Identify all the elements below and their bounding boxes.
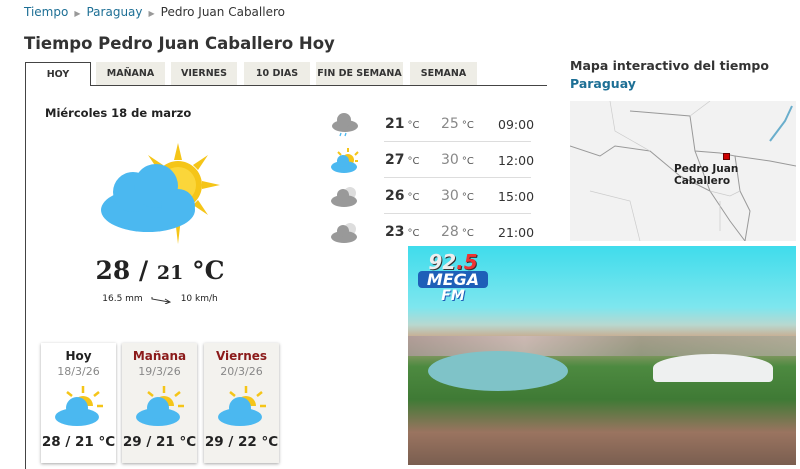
divider [384, 141, 531, 142]
max-temp: 28 [95, 256, 131, 285]
wind-speed: 10 km/h [180, 294, 218, 304]
divider [384, 177, 531, 178]
today-date: Miércoles 18 de marzo [45, 106, 192, 120]
divider [91, 85, 547, 86]
sun-cloud-icon [101, 143, 220, 244]
stadium [653, 354, 773, 382]
rain-cloud-icon [332, 113, 358, 137]
tab-manana[interactable]: MAÑANA [96, 62, 165, 85]
breadcrumb: Tiempo ▶ Paraguay ▶ Pedro Juan Caballero [24, 5, 285, 19]
chevron-right-icon: ▶ [148, 9, 155, 18]
day-card-manana[interactable]: Mañana 19/3/26 29 / 21 °C [122, 343, 197, 463]
cloud-icon [331, 187, 357, 207]
hourly-row: 23 °C 28 °C 21:00 [330, 214, 535, 250]
breadcrumb-current: Pedro Juan Caballero [160, 5, 285, 19]
city-marker[interactable] [723, 153, 730, 160]
divider [25, 85, 26, 469]
day-date: 19/3/26 [138, 365, 181, 378]
map-country-link[interactable]: Paraguay [570, 76, 636, 91]
tab-hoy[interactable]: HOY [25, 62, 91, 86]
mega-fm-logo: 92.5 MEGA FM [418, 252, 488, 310]
map-city-label: Pedro Juan Caballero [674, 163, 739, 187]
hourly-row: 26 °C 30 °C 15:00 [330, 178, 535, 214]
cloud-icon [331, 223, 357, 243]
unit: °C [192, 256, 225, 285]
chevron-right-icon: ▶ [74, 9, 81, 18]
breadcrumb-tiempo[interactable]: Tiempo [24, 5, 69, 19]
day-name: Mañana [132, 349, 187, 363]
min-temp: 21 [156, 262, 184, 284]
tab-semana[interactable]: SEMANA [410, 62, 477, 85]
advertisement-photo[interactable]: 92.5 MEGA FM [408, 246, 796, 465]
day-temps: 29 / 21 °C [122, 434, 197, 450]
day-name: Hoy [65, 349, 92, 363]
sun-cloud-icon [217, 386, 266, 426]
hourly-temp: 26 °C [385, 188, 420, 204]
interactive-map[interactable]: Pedro Juan Caballero [570, 101, 796, 241]
hourly-time: 12:00 [498, 152, 535, 168]
separator: / [139, 256, 149, 285]
hourly-feels: 30 °C [441, 152, 474, 168]
hourly-feels: 28 °C [441, 224, 474, 240]
lake [428, 351, 568, 391]
map-borders [570, 101, 796, 241]
day-card-viernes[interactable]: Viernes 20/3/26 29 / 22 °C [204, 343, 279, 463]
hourly-row: 27 °C 30 °C 12:00 [330, 142, 535, 178]
hourly-feels: 25 °C [441, 116, 474, 132]
tab-10-dias[interactable]: 10 DIAS [244, 62, 310, 85]
hourly-time: 15:00 [498, 188, 535, 204]
hourly-time: 21:00 [498, 224, 535, 240]
breadcrumb-paraguay[interactable]: Paraguay [86, 5, 143, 19]
hourly-temp: 23 °C [385, 224, 420, 240]
map-title: Mapa interactivo del tiempo [570, 58, 769, 73]
hourly-temp: 27 °C [385, 152, 420, 168]
page-title: Tiempo Pedro Juan Caballero Hoy [24, 34, 335, 53]
divider [384, 213, 531, 214]
hourly-time: 09:00 [498, 116, 535, 132]
precip-wind: 16.5 mm 10 km/h [60, 294, 260, 304]
wind-direction-icon [151, 297, 171, 304]
day-date: 20/3/26 [220, 365, 263, 378]
hourly-temp: 21 °C [385, 116, 420, 132]
day-name: Viernes [215, 349, 268, 363]
hourly-feels: 30 °C [441, 188, 474, 204]
hourly-row: 21 °C 25 °C 09:00 [330, 106, 535, 142]
sun-cloud-icon [54, 386, 103, 426]
sun-cloud-icon [331, 148, 359, 173]
day-date: 18/3/26 [57, 365, 100, 378]
today-temperature: 28 / 21 °C [60, 256, 260, 285]
day-card-hoy[interactable]: Hoy 18/3/26 28 / 21 °C [41, 343, 116, 463]
sun-cloud-icon [135, 386, 184, 426]
tab-fin-de-semana[interactable]: FIN DE SEMANA [316, 62, 403, 85]
tab-viernes[interactable]: VIERNES [171, 62, 237, 85]
precipitation: 16.5 mm [102, 294, 143, 304]
day-temps: 28 / 21 °C [41, 434, 116, 450]
day-temps: 29 / 22 °C [204, 434, 279, 450]
